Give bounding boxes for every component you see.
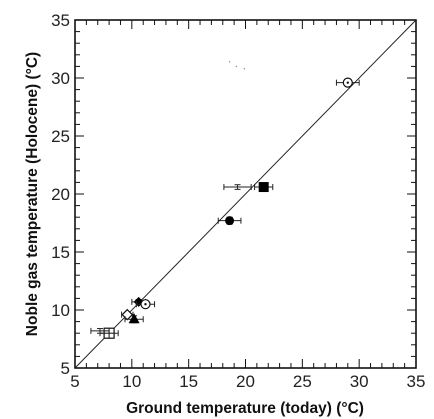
reference-line-group: [74, 19, 417, 369]
circle-dot-center: [346, 81, 349, 84]
tick-labels: 5 10 15 20 25 30 35 5 10 15 20 25 30 35: [51, 11, 425, 391]
x-tick-label: 25: [293, 372, 312, 391]
y-tick-label: 30: [51, 69, 70, 88]
data-point: [217, 216, 242, 226]
axis-ticks: [74, 19, 417, 369]
square-filled-marker: [258, 182, 269, 193]
y-axis-title: Noble gas temperature (Holocene) (°C): [24, 52, 41, 336]
x-tick-label: 30: [350, 372, 369, 391]
circle-dot-center: [144, 303, 147, 306]
x-tick-label: 15: [179, 372, 198, 391]
reference-line: [74, 19, 417, 369]
circle-filled-marker: [225, 216, 235, 226]
data-point: [90, 327, 110, 334]
y-tick-label: 25: [51, 127, 70, 146]
y-tick-label: 15: [51, 243, 70, 262]
data-points: [90, 60, 360, 339]
triangle-filled-marker: [128, 313, 140, 324]
stray-mark: [235, 65, 238, 68]
y-tick-label: 10: [51, 301, 70, 320]
y-tick-label: 35: [51, 11, 70, 30]
data-point: [124, 313, 144, 324]
data-point: [335, 77, 360, 88]
data-point: [135, 299, 156, 310]
data-point: [223, 184, 252, 191]
x-tick-label: 35: [407, 372, 426, 391]
stray-mark: [228, 60, 231, 63]
x-tick-label: 10: [122, 372, 141, 391]
x-tick-label: 5: [70, 372, 79, 391]
stray-mark: [243, 67, 246, 70]
y-tick-label: 5: [61, 359, 70, 378]
y-tick-label: 20: [51, 185, 70, 204]
x-axis-title: Ground temperature (today) (°C): [126, 400, 364, 417]
x-tick-label: 20: [236, 372, 255, 391]
data-point: [254, 182, 274, 193]
